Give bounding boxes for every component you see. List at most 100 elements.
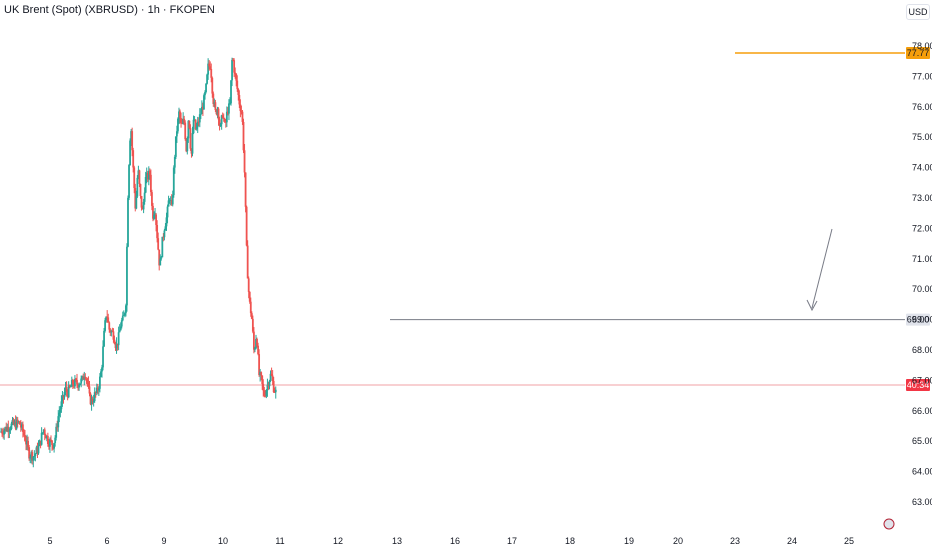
candle	[235, 72, 238, 87]
candle-body	[189, 128, 192, 149]
candle-body	[58, 412, 61, 417]
candle	[6, 423, 9, 433]
candle	[251, 315, 254, 334]
candle-body	[180, 118, 182, 123]
candle	[187, 120, 190, 143]
candle-body	[57, 416, 60, 428]
candle-body	[52, 444, 54, 449]
candle-body	[232, 59, 234, 61]
candle-body	[255, 339, 257, 349]
candle-body	[77, 384, 79, 388]
candle	[165, 212, 168, 231]
candle-body	[121, 315, 124, 321]
candle	[1, 428, 3, 437]
candle-body	[113, 339, 116, 344]
candle	[143, 187, 146, 205]
candle	[120, 317, 123, 329]
candle-body	[19, 424, 22, 428]
candle-body	[158, 249, 161, 266]
x-tick-label: 12	[333, 536, 343, 546]
candle-body	[262, 384, 265, 391]
candle	[215, 109, 218, 116]
candle	[54, 435, 57, 447]
candle-body	[128, 165, 130, 198]
x-tick-label: 9	[161, 536, 166, 546]
candle-body	[30, 452, 33, 458]
candle-body	[10, 423, 13, 430]
candle	[257, 342, 259, 356]
candle	[23, 428, 25, 437]
candle	[8, 427, 11, 439]
candle-body	[181, 122, 184, 124]
candle-body	[182, 118, 185, 124]
x-tick-label: 24	[787, 536, 797, 546]
arrow-shaft	[811, 228, 833, 309]
candle-body	[2, 433, 5, 435]
candle-body	[187, 120, 190, 139]
candle	[78, 382, 80, 391]
candle	[66, 389, 69, 401]
candle-body	[89, 393, 92, 405]
candle-body	[0, 431, 2, 433]
candle	[169, 196, 172, 206]
candle	[79, 383, 82, 386]
candle-body	[138, 170, 141, 185]
candle	[94, 391, 97, 398]
candle-body	[213, 102, 216, 105]
candle	[63, 387, 66, 400]
y-tick-label: 65.00	[912, 436, 932, 446]
candle	[136, 175, 139, 199]
candle-body	[242, 121, 245, 151]
candle-body	[55, 426, 58, 438]
candle-body	[50, 439, 52, 441]
candle	[128, 164, 130, 201]
candle	[197, 117, 200, 127]
candle-body	[125, 305, 127, 314]
candle-body	[206, 74, 208, 84]
candle	[109, 327, 112, 337]
candle-body	[123, 313, 126, 316]
candle	[70, 376, 73, 387]
candle-body	[5, 427, 8, 431]
candle-body	[148, 170, 151, 175]
candle	[264, 390, 267, 398]
candle-body	[246, 245, 249, 279]
candle-body	[126, 246, 128, 306]
candle-body	[274, 389, 277, 393]
candle-body	[152, 205, 154, 219]
candle	[26, 434, 28, 451]
candle-body	[170, 200, 173, 205]
candle	[177, 117, 179, 134]
candle-body	[205, 83, 207, 93]
candle	[51, 440, 53, 451]
candle-body	[194, 119, 197, 130]
candle-body	[31, 452, 34, 461]
candle	[56, 420, 59, 432]
candle	[62, 394, 65, 404]
y-tick-label: 71.00	[912, 254, 932, 264]
candle-body	[263, 390, 266, 396]
candle	[29, 454, 32, 464]
candle-body	[133, 167, 136, 188]
candle	[271, 370, 274, 385]
candle-body	[40, 432, 43, 445]
candle	[14, 415, 17, 431]
candle-body	[245, 206, 248, 246]
candle	[160, 256, 163, 261]
candle	[178, 107, 180, 125]
candle	[74, 375, 76, 389]
candle-body	[268, 380, 271, 387]
candle	[5, 422, 8, 433]
candle	[248, 291, 251, 304]
candle-body	[82, 376, 85, 380]
candle	[238, 90, 241, 109]
y-tick-label: 70.00	[912, 284, 932, 294]
candle	[230, 80, 232, 106]
candle	[246, 240, 249, 279]
candle	[35, 445, 38, 455]
candle	[218, 116, 221, 131]
currency-button[interactable]: USD	[906, 4, 930, 20]
candle-body	[36, 447, 39, 454]
candle-body	[119, 326, 122, 331]
